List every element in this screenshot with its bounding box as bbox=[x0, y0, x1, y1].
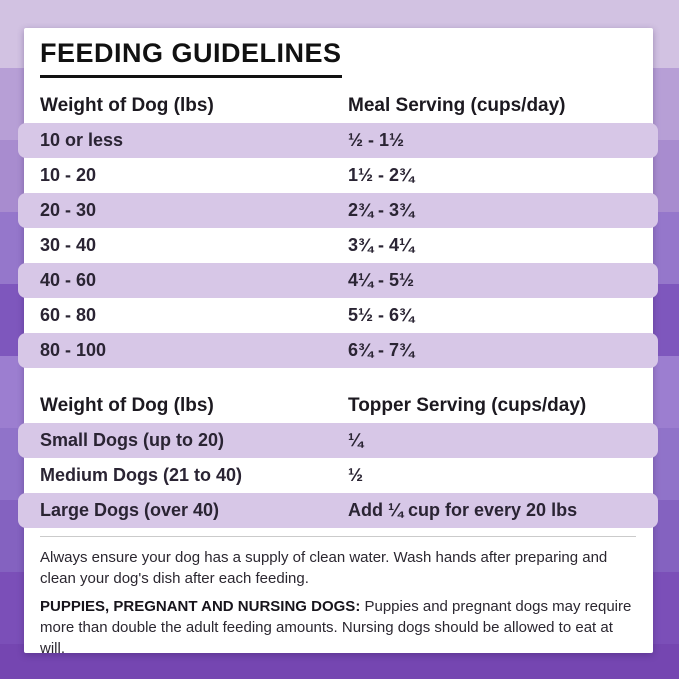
serving-cell: 2¾ - 3¾ bbox=[348, 200, 415, 220]
table-row: 20 - 30 2¾ - 3¾ bbox=[18, 193, 658, 228]
weight-cell: 40 - 60 bbox=[40, 270, 97, 290]
table-row: 80 - 100 6¾ - 7¾ bbox=[18, 333, 658, 368]
serving-cell: ½ bbox=[348, 465, 364, 485]
serving-cell: 4¼ - 5½ bbox=[348, 270, 415, 290]
topper-table-header: Weight of Dog (lbs) Topper Serving (cups… bbox=[18, 388, 658, 423]
topper-serving-table: Weight of Dog (lbs) Topper Serving (cups… bbox=[18, 388, 658, 528]
table-row: 10 or less ½ - 1½ bbox=[18, 123, 658, 158]
weight-cell: 10 or less bbox=[40, 130, 124, 150]
meal-table-body: 10 or less ½ - 1½ 10 - 20 1½ - 2¾ 20 - 30 2¾ … bbox=[18, 123, 658, 368]
column-header-weight: Weight of Dog (lbs) bbox=[40, 395, 214, 416]
weight-cell: 30 - 40 bbox=[40, 235, 97, 255]
serving-cell: ½ - 1½ bbox=[348, 130, 405, 150]
table-row: 30 - 40 3¾ - 4¼ bbox=[18, 228, 658, 263]
table-row: 10 - 20 1½ - 2¾ bbox=[18, 158, 658, 193]
puppies-note-text: Puppies and pregnant dogs may require mo… bbox=[40, 598, 632, 657]
weight-cell: 20 - 30 bbox=[40, 200, 97, 220]
weight-cell: 80 - 100 bbox=[40, 340, 107, 360]
table-row: Large Dogs (over 40) Add ¼ cup for every … bbox=[18, 493, 658, 528]
meal-serving-table: Weight of Dog (lbs) Meal Serving (cups/d… bbox=[18, 88, 658, 368]
page-title: FEEDING GUIDELINES bbox=[40, 39, 342, 79]
column-header-meal-serving: Meal Serving (cups/day) bbox=[348, 95, 566, 116]
feeding-guidelines-card: FEEDING GUIDELINES Weight of Dog (lbs) M… bbox=[18, 28, 658, 657]
serving-cell: Add ¼ cup for every 20 lbs bbox=[348, 500, 578, 520]
table-row: 60 - 80 5½ - 6¾ bbox=[18, 298, 658, 333]
topper-table-body: Small Dogs (up to 20) ¼ Medium Dogs (21 to… bbox=[18, 423, 658, 528]
serving-cell: 1½ - 2¾ bbox=[348, 165, 415, 185]
serving-cell: 3¾ - 4¼ bbox=[348, 235, 415, 255]
puppies-note: PUPPIES, PREGNANT AND NURSING DOGS: Pupp… bbox=[40, 596, 640, 659]
weight-cell: Large Dogs (over 40) bbox=[40, 500, 220, 520]
weight-cell: Small Dogs (up to 20) bbox=[40, 430, 225, 450]
puppies-note-label: PUPPIES, PREGNANT AND NURSING DOGS: bbox=[40, 598, 361, 615]
column-header-topper-serving: Topper Serving (cups/day) bbox=[348, 395, 587, 416]
water-note: Always ensure your dog has a supply of c… bbox=[40, 549, 608, 587]
serving-cell: 6¾ - 7¾ bbox=[348, 340, 415, 360]
column-header-weight: Weight of Dog (lbs) bbox=[40, 95, 214, 116]
table-row: 40 - 60 4¼ - 5½ bbox=[18, 263, 658, 298]
weight-cell: 60 - 80 bbox=[40, 305, 97, 325]
divider-line bbox=[40, 536, 636, 537]
serving-cell: 5½ - 6¾ bbox=[348, 305, 415, 325]
table-row: Medium Dogs (21 to 40) ½ bbox=[18, 458, 658, 493]
weight-cell: 10 - 20 bbox=[40, 165, 97, 185]
table-row: Small Dogs (up to 20) ¼ bbox=[18, 423, 658, 458]
serving-cell: ¼ bbox=[348, 430, 364, 450]
weight-cell: Medium Dogs (21 to 40) bbox=[40, 465, 243, 485]
meal-table-header: Weight of Dog (lbs) Meal Serving (cups/d… bbox=[18, 88, 658, 123]
